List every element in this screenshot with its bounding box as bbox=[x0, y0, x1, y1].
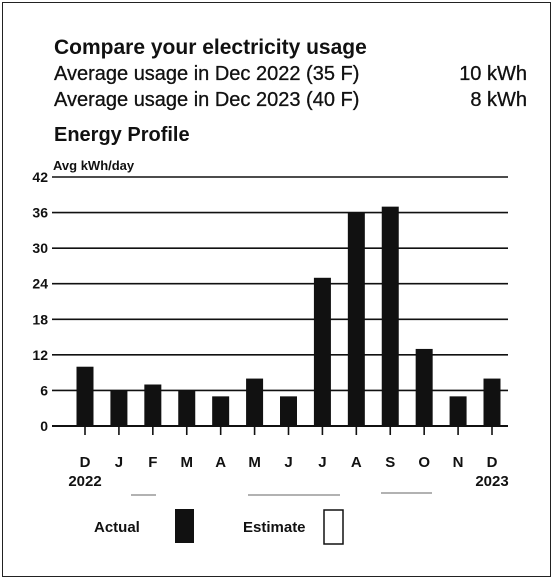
x-tick-label: F bbox=[148, 454, 157, 471]
bar bbox=[246, 379, 263, 426]
legend-actual-swatch bbox=[175, 509, 194, 543]
x-tick-label: D bbox=[487, 454, 498, 471]
bar bbox=[178, 390, 195, 426]
x-tick-label: J bbox=[284, 454, 292, 471]
y-tick-label: 36 bbox=[32, 205, 48, 221]
x-tick-label: S bbox=[385, 454, 395, 471]
x-tick-label: J bbox=[115, 454, 123, 471]
x-year-label: 2022 bbox=[68, 473, 101, 490]
bar bbox=[416, 349, 433, 426]
y-tick-label: 12 bbox=[32, 347, 48, 363]
legend-estimate-swatch bbox=[324, 510, 343, 544]
bar bbox=[212, 396, 229, 426]
legend-estimate-label: Estimate bbox=[243, 519, 306, 536]
x-tick-label: M bbox=[248, 454, 261, 471]
bar bbox=[450, 396, 467, 426]
y-tick-label: 30 bbox=[32, 240, 48, 256]
bar bbox=[484, 379, 501, 426]
bar bbox=[77, 367, 94, 426]
y-tick-label: 18 bbox=[32, 311, 48, 327]
y-tick-label: 24 bbox=[32, 276, 48, 292]
x-tick-label: D bbox=[80, 454, 91, 471]
y-tick-label: 6 bbox=[40, 382, 48, 398]
y-tick-label: 0 bbox=[40, 418, 48, 434]
x-tick-label: J bbox=[318, 454, 326, 471]
x-year-label: 2023 bbox=[475, 473, 508, 490]
x-tick-label: A bbox=[351, 454, 362, 471]
bar bbox=[382, 207, 399, 426]
x-tick-label: N bbox=[453, 454, 464, 471]
bar bbox=[314, 278, 331, 426]
x-tick-label: M bbox=[181, 454, 194, 471]
legend-actual-label: Actual bbox=[94, 519, 140, 536]
bar bbox=[280, 396, 297, 426]
y-axis-label: Avg kWh/day bbox=[53, 158, 135, 173]
bar bbox=[144, 385, 161, 427]
bar bbox=[348, 213, 365, 426]
bar bbox=[110, 390, 127, 426]
y-tick-label: 42 bbox=[32, 169, 48, 185]
x-tick-label: A bbox=[215, 454, 226, 471]
x-tick-label: O bbox=[418, 454, 430, 471]
